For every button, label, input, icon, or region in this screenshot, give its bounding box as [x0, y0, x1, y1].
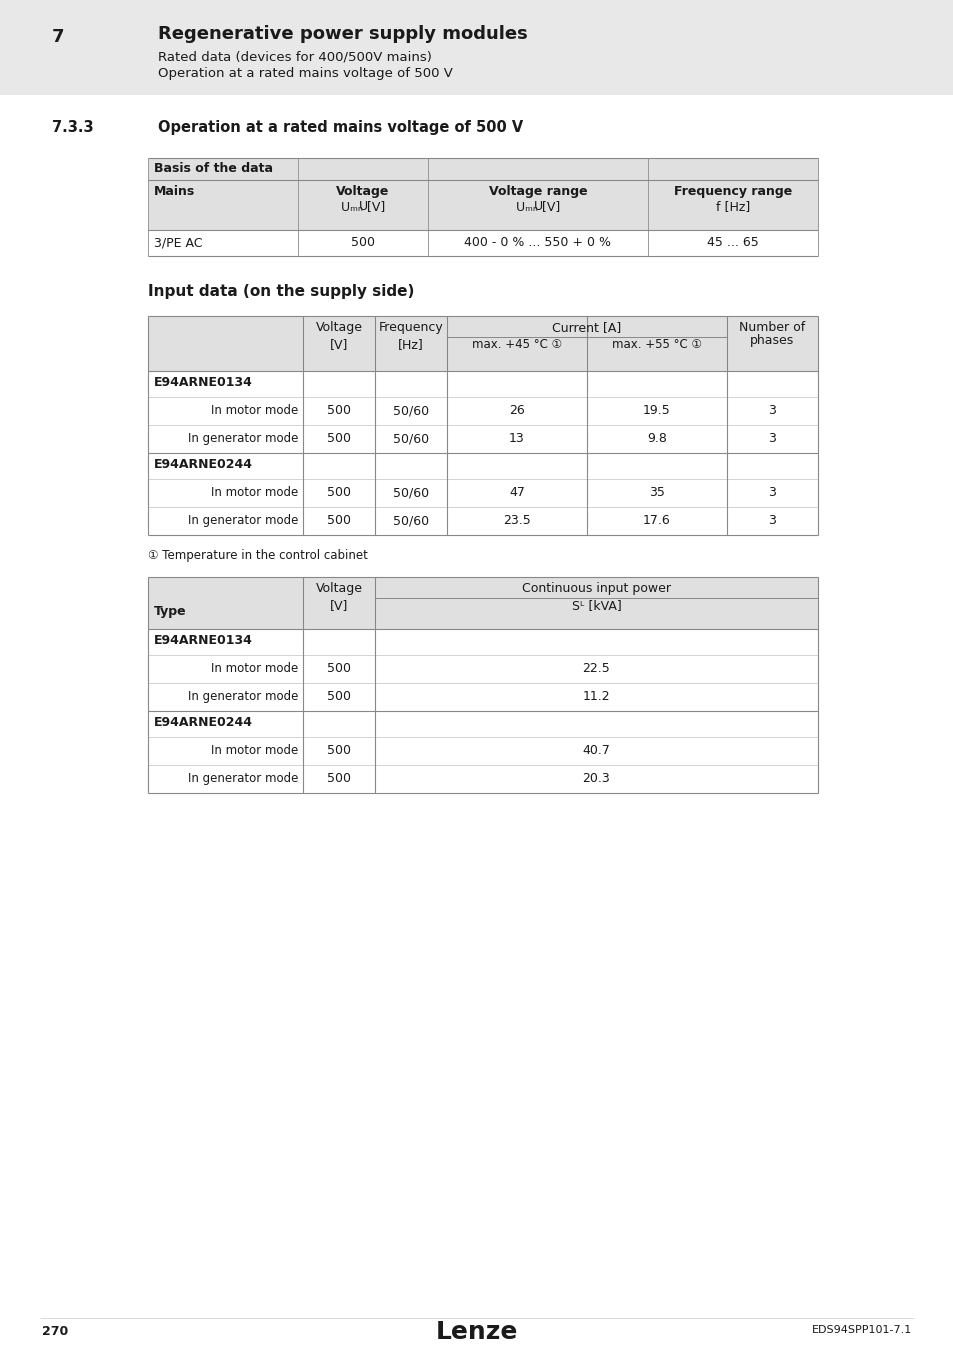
Text: 50/60: 50/60: [393, 432, 429, 446]
Text: In motor mode: In motor mode: [211, 486, 297, 500]
Bar: [148, 371, 817, 397]
Text: Voltage: Voltage: [315, 321, 362, 333]
Text: 26: 26: [509, 404, 524, 417]
Text: In generator mode: In generator mode: [188, 690, 297, 703]
Text: 500: 500: [327, 432, 351, 446]
Text: Sᴸ [kVA]: Sᴸ [kVA]: [571, 599, 620, 612]
Text: 50/60: 50/60: [393, 514, 429, 526]
Text: 7: 7: [52, 28, 65, 46]
Text: 9.8: 9.8: [646, 432, 666, 446]
Text: E94ARNE0244: E94ARNE0244: [153, 458, 253, 471]
Text: E94ARNE0134: E94ARNE0134: [153, 634, 253, 647]
Text: max. +55 °C ①: max. +55 °C ①: [612, 338, 701, 351]
Bar: [148, 425, 817, 454]
Text: In generator mode: In generator mode: [188, 772, 297, 784]
Text: Type: Type: [153, 605, 187, 618]
Text: 17.6: 17.6: [642, 514, 670, 526]
Text: Frequency: Frequency: [378, 321, 443, 333]
Text: In motor mode: In motor mode: [211, 662, 297, 675]
Text: 20.3: 20.3: [582, 772, 610, 784]
Text: 3: 3: [768, 432, 776, 446]
Text: Current [A]: Current [A]: [552, 321, 621, 333]
Text: In generator mode: In generator mode: [188, 514, 297, 526]
Text: Number of: Number of: [739, 321, 804, 333]
Text: 500: 500: [351, 236, 375, 248]
Bar: [148, 629, 817, 655]
Bar: [148, 576, 817, 629]
Bar: [148, 683, 817, 711]
Bar: [148, 479, 817, 508]
Bar: [148, 737, 817, 765]
Text: In motor mode: In motor mode: [211, 744, 297, 757]
Text: 3/PE AC: 3/PE AC: [153, 236, 202, 248]
Text: Operation at a rated mains voltage of 500 V: Operation at a rated mains voltage of 50…: [158, 68, 453, 80]
Text: 500: 500: [327, 690, 351, 703]
Text: Lenze: Lenze: [436, 1320, 517, 1345]
Text: Mains: Mains: [153, 185, 195, 198]
Text: 500: 500: [327, 514, 351, 526]
Text: Basis of the data: Basis of the data: [153, 162, 273, 176]
Text: 19.5: 19.5: [642, 404, 670, 417]
Text: Uₘₙ [V]: Uₘₙ [V]: [516, 200, 559, 213]
Text: [Hz]: [Hz]: [397, 338, 423, 351]
Text: Frequency range: Frequency range: [673, 185, 791, 198]
Text: 400 - 0 % ... 550 + 0 %: 400 - 0 % ... 550 + 0 %: [464, 236, 611, 248]
Text: 500: 500: [327, 404, 351, 417]
Text: [V]: [V]: [330, 338, 348, 351]
Bar: [148, 230, 817, 256]
Text: 270: 270: [42, 1324, 69, 1338]
Text: U: U: [358, 200, 367, 213]
Bar: [148, 765, 817, 792]
Text: Regenerative power supply modules: Regenerative power supply modules: [158, 26, 527, 43]
Text: Uₘₙ [V]: Uₘₙ [V]: [340, 200, 385, 213]
Text: 11.2: 11.2: [582, 690, 610, 703]
Bar: [148, 316, 817, 371]
Text: 45 ... 65: 45 ... 65: [706, 236, 758, 248]
Text: phases: phases: [750, 333, 794, 347]
Text: f [Hz]: f [Hz]: [715, 200, 749, 213]
Text: Input data (on the supply side): Input data (on the supply side): [148, 284, 414, 298]
Text: E94ARNE0244: E94ARNE0244: [153, 716, 253, 729]
Bar: [148, 180, 817, 230]
Text: Voltage: Voltage: [336, 185, 389, 198]
Text: Operation at a rated mains voltage of 500 V: Operation at a rated mains voltage of 50…: [158, 120, 522, 135]
Text: 500: 500: [327, 486, 351, 500]
Text: Rated data (devices for 400/500V mains): Rated data (devices for 400/500V mains): [158, 50, 432, 63]
Text: 500: 500: [327, 662, 351, 675]
Text: Voltage: Voltage: [315, 582, 362, 595]
Bar: [148, 454, 817, 479]
Text: ① Temperature in the control cabinet: ① Temperature in the control cabinet: [148, 549, 368, 562]
Text: 3: 3: [768, 404, 776, 417]
Text: 500: 500: [327, 772, 351, 784]
Text: 35: 35: [648, 486, 664, 500]
Text: In generator mode: In generator mode: [188, 432, 297, 446]
Text: Voltage range: Voltage range: [488, 185, 587, 198]
Text: 3: 3: [768, 514, 776, 526]
Bar: [148, 655, 817, 683]
Bar: [148, 158, 817, 180]
Text: 40.7: 40.7: [582, 744, 610, 757]
Text: U: U: [533, 200, 542, 213]
Text: 23.5: 23.5: [502, 514, 530, 526]
Text: 500: 500: [327, 744, 351, 757]
Text: Continuous input power: Continuous input power: [521, 582, 670, 595]
Text: 13: 13: [509, 432, 524, 446]
Bar: [148, 711, 817, 737]
Text: max. +45 °C ①: max. +45 °C ①: [472, 338, 561, 351]
Text: 50/60: 50/60: [393, 404, 429, 417]
Bar: [148, 508, 817, 535]
Text: [V]: [V]: [330, 599, 348, 612]
Text: 50/60: 50/60: [393, 486, 429, 500]
Bar: [148, 397, 817, 425]
Text: 3: 3: [768, 486, 776, 500]
Text: EDS94SPP101-7.1: EDS94SPP101-7.1: [811, 1324, 911, 1335]
Text: E94ARNE0134: E94ARNE0134: [153, 377, 253, 389]
Text: In motor mode: In motor mode: [211, 404, 297, 417]
Text: 47: 47: [509, 486, 524, 500]
Text: 7.3.3: 7.3.3: [52, 120, 93, 135]
Text: 22.5: 22.5: [582, 662, 610, 675]
Bar: [0, 0, 953, 95]
